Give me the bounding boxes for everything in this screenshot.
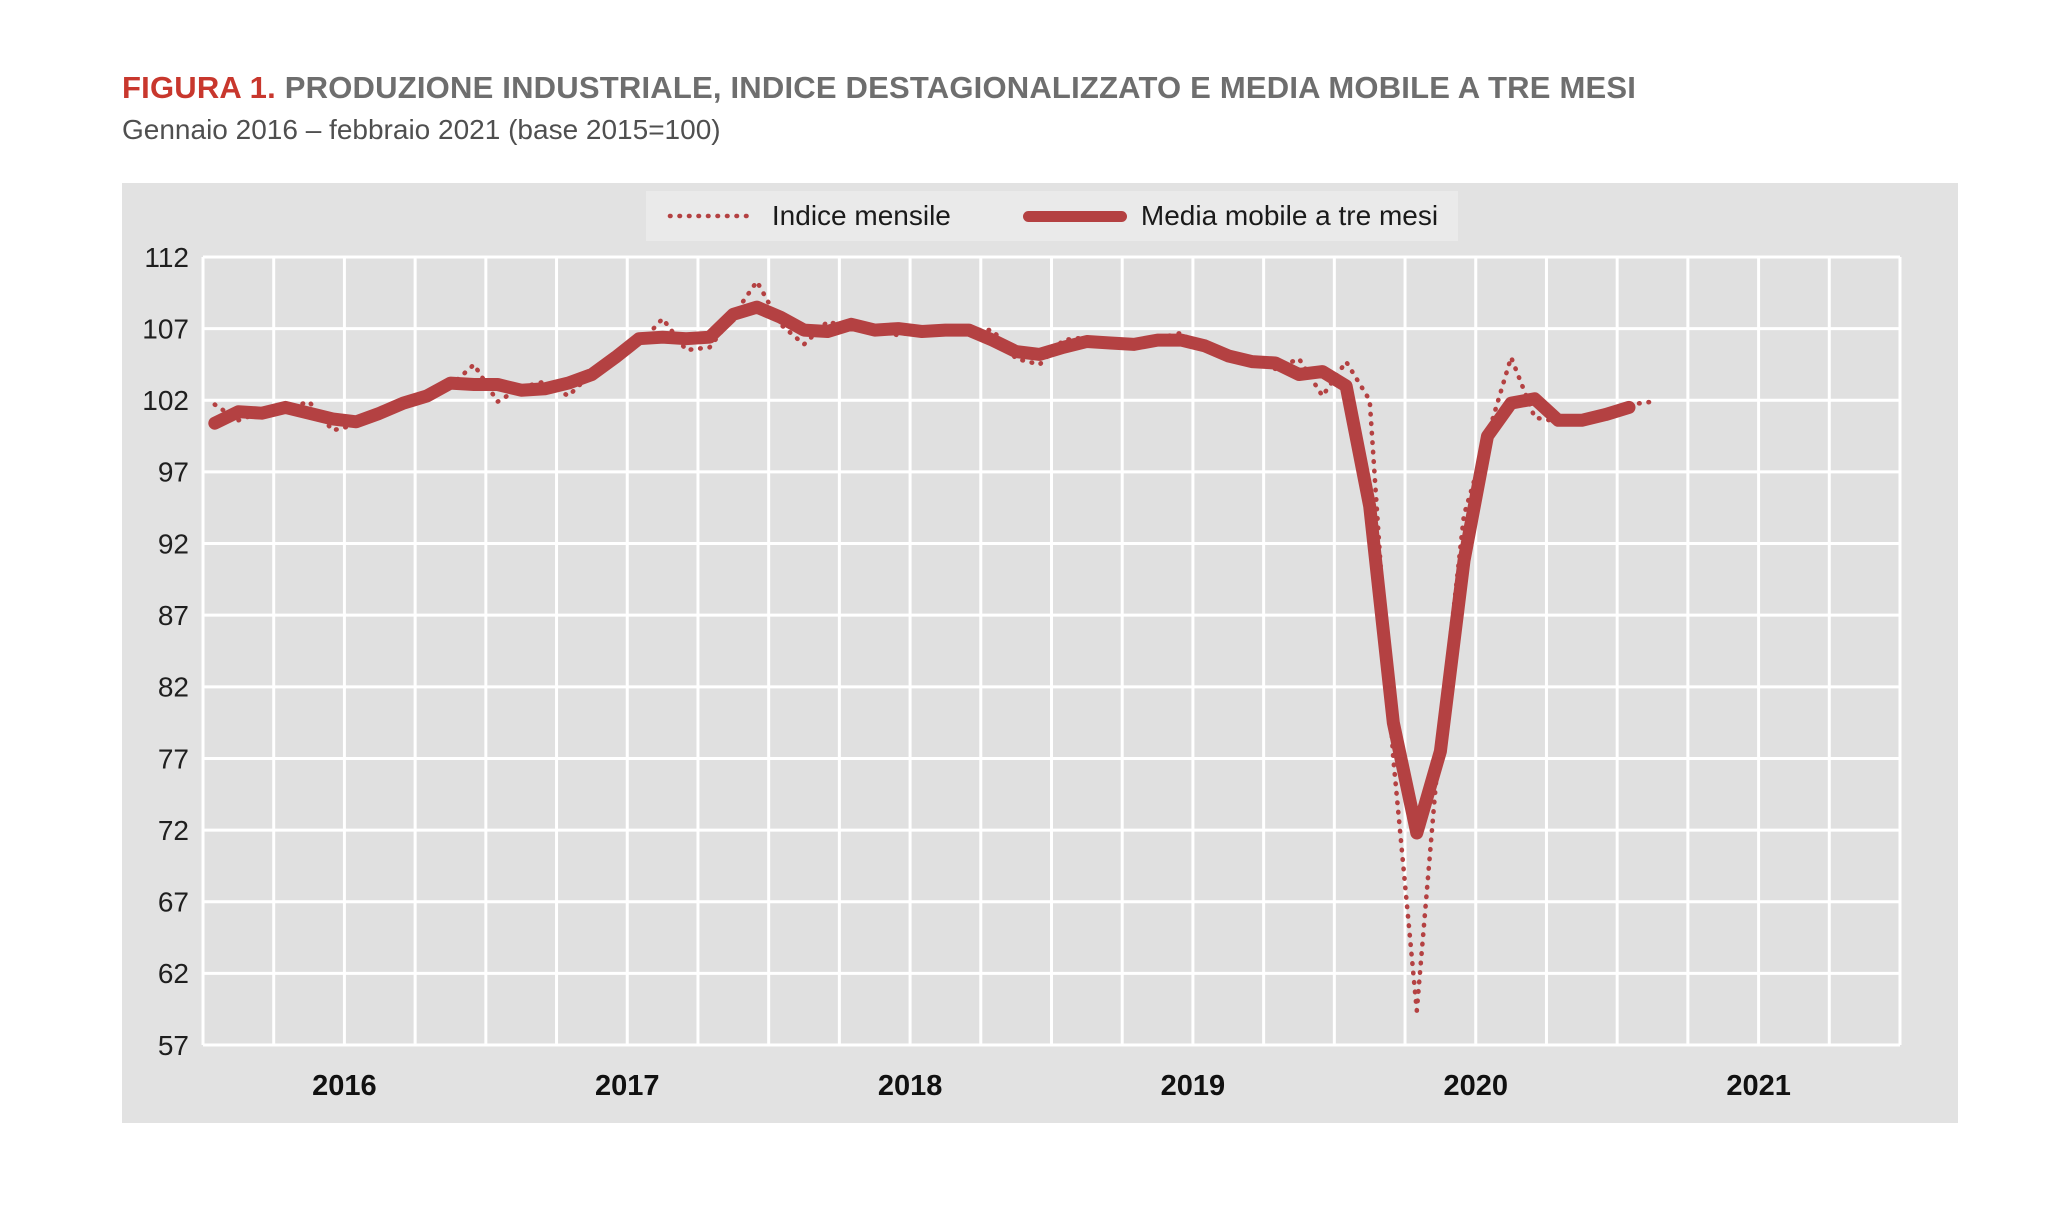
y-tick-label: 92	[158, 528, 189, 559]
x-year-label: 2021	[1726, 1070, 1791, 1102]
y-tick-label: 102	[142, 385, 189, 416]
figure-subtitle: Gennaio 2016 – febbraio 2021 (base 2015=…	[122, 114, 721, 145]
figure-number-label: FIGURA 1.	[122, 70, 276, 105]
figure-title-line: FIGURA 1. PRODUZIONE INDUSTRIALE, INDICE…	[122, 70, 1922, 106]
legend-label-moving-average: Media mobile a tre mesi	[1140, 200, 1439, 231]
dotted-line-swatch-icon	[667, 213, 757, 219]
x-year-label: 2018	[878, 1070, 943, 1102]
chart-panel: Indice mensile Media mobile a tre mesi 1…	[122, 183, 1958, 1123]
y-tick-label: 82	[158, 672, 189, 703]
x-year-label: 2017	[595, 1070, 660, 1102]
line-chart: 112 107 102 97 92 87 82 77 72 67 62 57 2016 2017 2018 2…	[142, 242, 1902, 1102]
y-tick-label: 97	[158, 457, 189, 488]
y-tick-label: 107	[142, 313, 189, 344]
figure-header: FIGURA 1. PRODUZIONE INDUSTRIALE, INDICE…	[122, 70, 1922, 146]
y-tick-label: 87	[158, 600, 189, 631]
chart-legend: Indice mensile Media mobile a tre mesi	[646, 191, 1458, 241]
y-tick-label: 72	[158, 815, 189, 846]
figure-title: PRODUZIONE INDUSTRIALE, INDICE DESTAGION…	[284, 70, 1637, 105]
x-year-label: 2016	[312, 1070, 377, 1102]
y-tick-label: 77	[158, 743, 189, 774]
y-tick-label: 57	[158, 1030, 189, 1061]
y-tick-label: 67	[158, 887, 189, 918]
legend-item-monthly-index: Indice mensile	[666, 200, 951, 232]
moving-average-line	[208, 300, 1636, 840]
x-year-label: 2020	[1443, 1070, 1508, 1102]
x-year-label: 2019	[1161, 1070, 1226, 1102]
y-tick-label: 62	[158, 958, 189, 989]
grid-lines	[201, 255, 1902, 1047]
solid-line-swatch-icon	[1022, 210, 1127, 222]
y-tick-label: 112	[144, 242, 189, 273]
legend-item-moving-average: Media mobile a tre mesi	[1022, 200, 1439, 232]
legend-label-monthly-index: Indice mensile	[771, 200, 951, 231]
